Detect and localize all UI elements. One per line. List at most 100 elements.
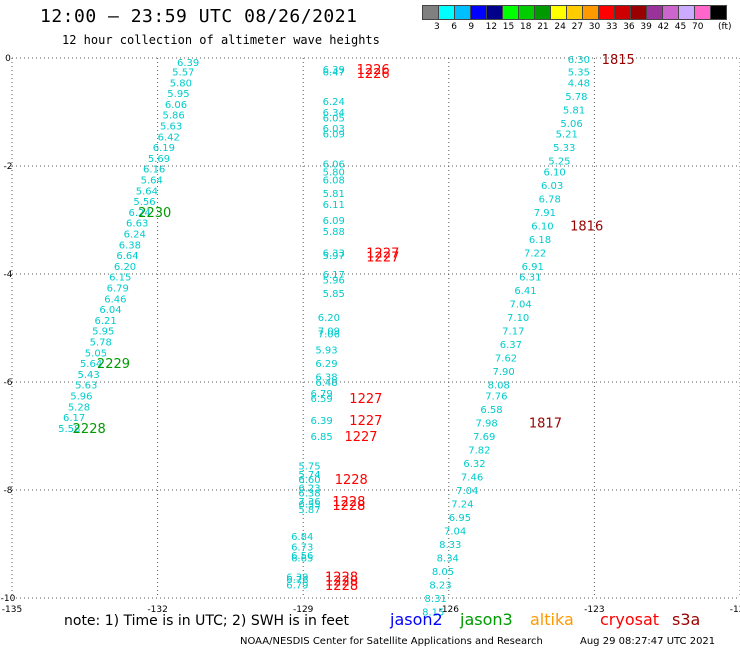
wave-height-value: 6.79 — [310, 389, 332, 400]
wave-height-value: 5.88 — [323, 227, 345, 238]
wave-height-value: 6.33 — [323, 248, 345, 259]
wave-height-value: 6.48 — [315, 378, 337, 389]
wave-height-value: 6.79 — [107, 284, 129, 295]
wave-height-value: 5.80 — [170, 78, 192, 89]
wave-height-value: 6.39 — [310, 416, 332, 427]
wave-height-value: 6.78 — [539, 194, 561, 205]
wave-height-value: 6.41 — [514, 286, 536, 297]
wave-height-value: 6.39 — [323, 65, 345, 76]
wave-height-value: 6.23 — [298, 483, 320, 494]
color-scale-label: 42 — [657, 22, 670, 32]
wave-height-value: 6.73 — [291, 543, 313, 554]
x-tick-label: -123 — [584, 605, 604, 615]
wave-height-value: 5.69 — [148, 154, 170, 165]
wave-height-value: 5.87 — [298, 505, 320, 516]
wave-height-value: 7.17 — [502, 327, 524, 338]
x-tick-label: -126 — [439, 605, 460, 615]
pass-time-label: 1226 — [357, 63, 390, 78]
y-tick-label: 0 — [5, 54, 11, 64]
wave-height-value: 7.62 — [495, 354, 517, 365]
wave-height-value: 6.63 — [126, 219, 148, 230]
pass-time-label: 2230 — [138, 206, 171, 221]
wave-height-value: 6.09 — [323, 130, 345, 141]
wave-height-value: 5.80 — [323, 167, 345, 178]
wave-height-value: 5.96 — [70, 392, 92, 403]
color-scale-label: 15 — [502, 22, 515, 32]
y-tick-label: -2 — [4, 162, 13, 172]
wave-height-value: 7.04 — [509, 300, 531, 311]
wave-height-value: 7.90 — [492, 367, 514, 378]
wave-height-value: 6.10 — [543, 167, 565, 178]
wave-height-value: 6.76 — [286, 575, 308, 586]
wave-height-value: 6.60 — [298, 475, 320, 486]
satellite-legend-s3a: s3a — [672, 610, 701, 629]
wave-height-value: 5.43 — [78, 370, 100, 381]
wave-height-value: 5.74 — [298, 470, 320, 481]
wave-height-value: 6.34 — [323, 108, 345, 119]
wave-height-value: 5.63 — [160, 122, 182, 133]
wave-height-value: 5.25 — [548, 157, 570, 168]
wave-height-value: 8.33 — [439, 540, 461, 551]
wave-height-value: 6.85 — [310, 432, 332, 443]
wave-height-value: 6.05 — [323, 113, 345, 124]
wave-height-value: 6.24 — [124, 230, 146, 241]
wave-height-value: 5.05 — [85, 348, 107, 359]
color-scale-label: 39 — [640, 22, 652, 32]
wave-height-value: 5.78 — [565, 92, 587, 103]
wave-height-value: 5.06 — [560, 119, 582, 130]
x-tick-label: -135 — [2, 605, 22, 615]
wave-height-value: 7.46 — [461, 473, 483, 484]
pass-time-label: 1228 — [325, 570, 358, 585]
pass-time-label: 1227 — [366, 251, 399, 266]
wave-height-value: 6.59 — [310, 394, 332, 405]
wave-height-value: 6.91 — [522, 262, 544, 273]
color-scale-label: 6 — [451, 22, 457, 32]
wave-height-value: 6.06 — [165, 100, 187, 111]
color-scale-label: 30 — [588, 22, 601, 32]
wave-height-value: 6.46 — [104, 294, 126, 305]
wave-height-value: 6.39 — [177, 58, 199, 69]
wave-height-value: 6.19 — [153, 143, 175, 154]
wave-height-value: 6.04 — [99, 305, 121, 316]
wave-height-value: 7.06 — [318, 329, 340, 340]
color-scale-label: 24 — [554, 22, 566, 32]
wave-height-value: 6.84 — [291, 532, 313, 543]
wave-height-value: 5.28 — [68, 402, 90, 413]
wave-height-value: 5.78 — [90, 338, 112, 349]
wave-height-value: 8.08 — [488, 381, 510, 392]
wave-height-value: 5.64 — [136, 186, 158, 197]
wave-height-value: 6.03 — [541, 181, 563, 192]
wave-height-value: 6.31 — [519, 273, 541, 284]
x-tick-label: -132 — [147, 605, 167, 615]
wave-height-value: 5.64 — [141, 176, 163, 187]
pass-time-label: 1227 — [344, 430, 377, 445]
pass-time-label: 1815 — [602, 53, 635, 68]
wave-height-value: 7.22 — [524, 248, 546, 259]
pass-time-label: 1816 — [570, 219, 603, 234]
wave-height-value: 6.20 — [114, 262, 136, 273]
pass-time-label: 1227 — [349, 414, 382, 429]
footer-timestamp: Aug 29 08:27:47 UTC 2021 — [580, 636, 716, 647]
wave-height-value: 6.64 — [116, 251, 138, 262]
color-scale-label: 9 — [468, 22, 475, 32]
wave-height-value: 5.86 — [162, 111, 184, 122]
wave-height-value: 7.09 — [318, 327, 340, 338]
wave-height-value: 6.10 — [531, 221, 553, 232]
color-scale-label: 33 — [606, 22, 618, 32]
wave-height-value: 6.95 — [449, 513, 471, 524]
x-tick-label: -120 — [730, 605, 740, 615]
wave-height-value: 6.42 — [158, 132, 180, 143]
pass-time-label: 1228 — [335, 473, 368, 488]
wave-height-value: 5.81 — [323, 189, 345, 200]
wave-height-value: 5.85 — [323, 289, 345, 300]
wave-height-value: 6.37 — [500, 340, 522, 351]
wave-height-value: 8.34 — [437, 554, 459, 565]
pass-time-label: 1226 — [357, 67, 390, 82]
wave-height-value: 5.58 — [58, 424, 80, 435]
y-tick-label: -10 — [1, 594, 16, 604]
color-scale-label: 12 — [485, 22, 498, 32]
wave-height-value: 5.21 — [556, 130, 578, 141]
wave-height-value: 6.30 — [568, 55, 590, 66]
